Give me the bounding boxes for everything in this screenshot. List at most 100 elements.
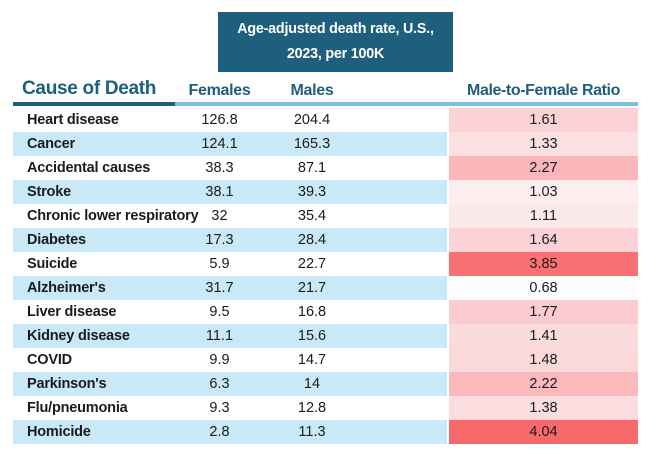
ratio-value: 1.48 bbox=[449, 348, 638, 372]
column-gap bbox=[447, 348, 449, 372]
row-left-block: Homicide 2.8 11.3 bbox=[13, 420, 447, 444]
ratio-value: 1.77 bbox=[449, 300, 638, 324]
cause-cell: Liver disease bbox=[27, 304, 117, 320]
row-left-block: COVID 9.9 14.7 bbox=[13, 348, 447, 372]
table-row: Alzheimer's 31.7 21.7 0.68 bbox=[13, 276, 638, 300]
ratio-value: 1.11 bbox=[449, 204, 638, 228]
row-left-block: Heart disease 126.8 204.4 bbox=[13, 108, 447, 132]
ratio-value: 1.38 bbox=[449, 396, 638, 420]
row-spacer bbox=[360, 156, 447, 180]
row-spacer bbox=[360, 420, 447, 444]
row-left-block: Cancer 124.1 165.3 bbox=[13, 132, 447, 156]
cause-cell: Flu/pneumonia bbox=[27, 400, 128, 416]
column-header-females: Females bbox=[188, 82, 251, 99]
row-spacer bbox=[360, 108, 447, 132]
row-left-block: Kidney disease 11.1 15.6 bbox=[13, 324, 447, 348]
cause-cell: Homicide bbox=[27, 424, 91, 440]
table-title-line-1: Age-adjusted death rate, U.S., bbox=[237, 21, 434, 37]
table-row: COVID 9.9 14.7 1.48 bbox=[13, 348, 638, 372]
row-spacer bbox=[360, 300, 447, 324]
table-row: Liver disease 9.5 16.8 1.77 bbox=[13, 300, 638, 324]
row-left-block: Stroke 38.1 39.3 bbox=[13, 180, 447, 204]
ratio-value: 2.22 bbox=[449, 372, 638, 396]
cause-cell: Suicide bbox=[27, 256, 78, 272]
ratio-value: 1.64 bbox=[449, 228, 638, 252]
females-value: 11.1 bbox=[205, 328, 234, 344]
cause-cell: Alzheimer's bbox=[27, 280, 106, 296]
males-value: 35.4 bbox=[297, 208, 327, 224]
header-underline bbox=[13, 102, 638, 106]
row-spacer bbox=[360, 204, 447, 228]
males-value: 14.7 bbox=[297, 352, 327, 368]
table-row: Kidney disease 11.1 15.6 1.41 bbox=[13, 324, 638, 348]
table-row: Chronic lower respiratory 32 35.4 1.11 bbox=[13, 204, 638, 228]
cause-cell: Heart disease bbox=[27, 112, 119, 128]
column-gap bbox=[447, 372, 449, 396]
column-gap bbox=[447, 324, 449, 348]
females-value: 38.3 bbox=[205, 160, 234, 176]
females-value: 6.3 bbox=[209, 376, 230, 392]
table-body: Heart disease 126.8 204.4 1.61 Cancer 12… bbox=[13, 108, 638, 444]
column-gap bbox=[447, 180, 449, 204]
cause-cell: Cancer bbox=[27, 136, 75, 152]
cause-cell: Accidental causes bbox=[27, 160, 151, 176]
females-value: 9.5 bbox=[209, 304, 230, 320]
males-value: 87.1 bbox=[297, 160, 327, 176]
males-value: 39.3 bbox=[297, 184, 327, 200]
table-title-line-2: 2023, per 100K bbox=[286, 46, 385, 62]
males-value: 14 bbox=[303, 376, 321, 392]
row-left-block: Flu/pneumonia 9.3 12.8 bbox=[13, 396, 447, 420]
females-value: 124.1 bbox=[201, 136, 238, 152]
ratio-value: 4.04 bbox=[449, 420, 638, 444]
column-header-ratio: Male-to-Female Ratio bbox=[467, 82, 620, 99]
females-value: 2.8 bbox=[209, 424, 230, 440]
ratio-value: 1.03 bbox=[449, 180, 638, 204]
ratio-value: 1.33 bbox=[449, 132, 638, 156]
underline-light-segment bbox=[175, 102, 638, 106]
females-value: 9.9 bbox=[209, 352, 230, 368]
cause-cell: Parkinson's bbox=[27, 376, 107, 392]
cause-cell: Chronic lower respiratory bbox=[27, 208, 199, 224]
row-left-block: Diabetes 17.3 28.4 bbox=[13, 228, 447, 252]
males-value: 204.4 bbox=[293, 112, 331, 128]
females-value: 38.1 bbox=[205, 184, 234, 200]
row-spacer bbox=[360, 396, 447, 420]
table-row: Diabetes 17.3 28.4 1.64 bbox=[13, 228, 638, 252]
column-gap bbox=[447, 252, 449, 276]
ratio-value: 2.27 bbox=[449, 156, 638, 180]
data-table: Cause of Death Females Males Male-to-Fem… bbox=[13, 78, 638, 444]
column-gap bbox=[447, 156, 449, 180]
row-left-block: Liver disease 9.5 16.8 bbox=[13, 300, 447, 324]
row-spacer bbox=[360, 252, 447, 276]
row-left-block: Suicide 5.9 22.7 bbox=[13, 252, 447, 276]
row-spacer bbox=[360, 324, 447, 348]
row-spacer bbox=[360, 276, 447, 300]
ratio-value: 0.68 bbox=[449, 276, 638, 300]
column-header-cause: Cause of Death bbox=[22, 78, 157, 99]
row-spacer bbox=[360, 180, 447, 204]
row-left-block: Chronic lower respiratory 32 35.4 bbox=[13, 204, 447, 228]
row-spacer bbox=[360, 132, 447, 156]
column-gap bbox=[447, 276, 449, 300]
males-value: 15.6 bbox=[297, 328, 327, 344]
row-spacer bbox=[360, 372, 447, 396]
cause-cell: Diabetes bbox=[27, 232, 86, 248]
column-gap bbox=[447, 132, 449, 156]
column-gap bbox=[447, 300, 449, 324]
cause-cell: COVID bbox=[27, 352, 72, 368]
males-value: 165.3 bbox=[293, 136, 331, 152]
column-gap bbox=[447, 108, 449, 132]
row-left-block: Accidental causes 38.3 87.1 bbox=[13, 156, 447, 180]
ratio-value: 1.61 bbox=[449, 108, 638, 132]
column-gap bbox=[447, 420, 449, 444]
table-row: Stroke 38.1 39.3 1.03 bbox=[13, 180, 638, 204]
header-row: Cause of Death Females Males Male-to-Fem… bbox=[13, 78, 638, 102]
females-value: 9.3 bbox=[209, 400, 230, 416]
ratio-value: 1.41 bbox=[449, 324, 638, 348]
column-gap bbox=[447, 228, 449, 252]
males-value: 22.7 bbox=[297, 256, 327, 272]
row-spacer bbox=[360, 228, 447, 252]
males-value: 12.8 bbox=[297, 400, 327, 416]
table-title: Age-adjusted death rate, U.S., 2023, per… bbox=[218, 12, 453, 72]
